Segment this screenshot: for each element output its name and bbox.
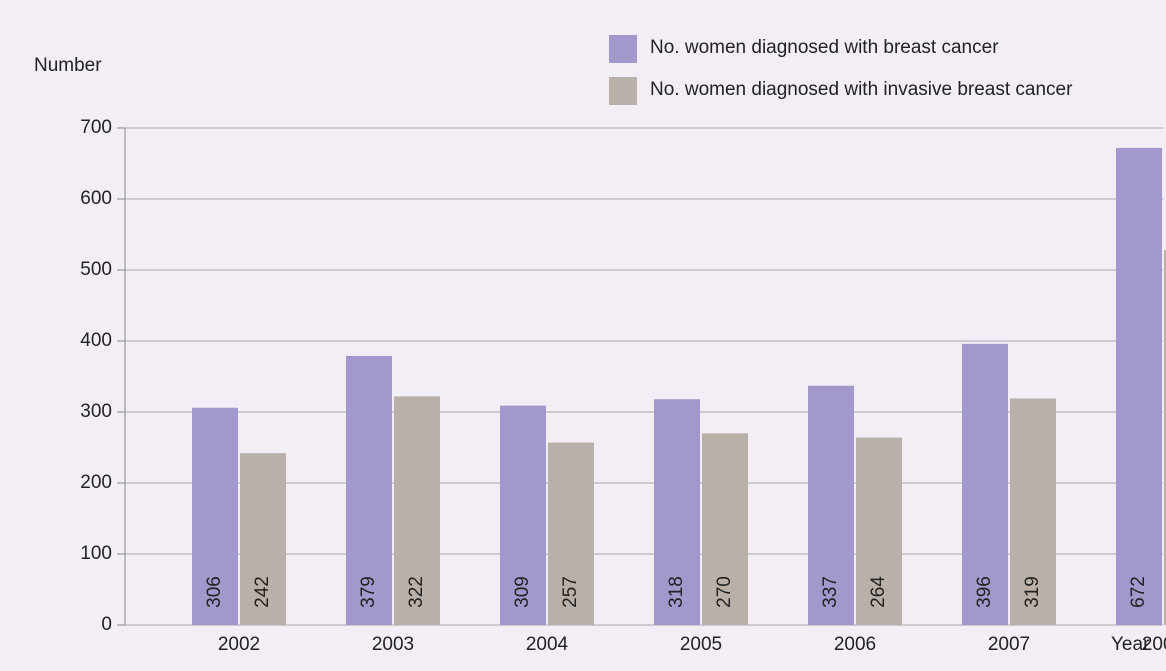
value-label: 322 [406, 576, 427, 608]
bar [1010, 398, 1056, 625]
bar [654, 399, 700, 625]
y-tick-label: 0 [101, 614, 112, 635]
bar [856, 437, 902, 625]
x-tick-label: 2008 [1142, 634, 1166, 655]
value-label: 306 [204, 576, 225, 608]
x-tick-label: 2005 [680, 634, 722, 655]
x-tick-label: 2002 [218, 634, 260, 655]
bar [962, 343, 1008, 625]
value-label: 309 [512, 576, 533, 608]
bar [1116, 147, 1162, 625]
value-label: 242 [252, 576, 273, 608]
y-axis-label: Number [34, 55, 102, 76]
value-label: 337 [820, 576, 841, 608]
value-label: 318 [666, 576, 687, 608]
x-axis-label: Year [1111, 634, 1150, 655]
value-label: 379 [358, 576, 379, 608]
legend-swatch [609, 77, 637, 105]
value-label: 264 [868, 576, 889, 608]
value-label: 396 [974, 576, 995, 608]
legend-label: No. women diagnosed with breast cancer [650, 37, 999, 58]
bar [394, 396, 440, 625]
y-tick-label: 300 [80, 401, 112, 422]
y-tick-label: 700 [80, 117, 112, 138]
bar [808, 385, 854, 625]
bar [548, 442, 594, 625]
y-tick-label: 100 [80, 543, 112, 564]
x-tick-label: 2007 [988, 634, 1030, 655]
legend-label: No. women diagnosed with invasive breast… [650, 79, 1073, 100]
y-tick-label: 500 [80, 259, 112, 280]
value-label: 270 [714, 576, 735, 608]
value-label: 319 [1022, 576, 1043, 608]
x-tick-label: 2006 [834, 634, 876, 655]
value-label: 257 [560, 576, 581, 608]
bar [500, 405, 546, 625]
x-tick-label: 2004 [526, 634, 569, 655]
y-tick-label: 600 [80, 188, 112, 209]
value-label: 672 [1128, 576, 1149, 608]
y-tick-label: 200 [80, 472, 112, 493]
bar [702, 433, 748, 625]
bar [346, 355, 392, 625]
bar [240, 453, 286, 625]
bar [1164, 250, 1166, 625]
bar [192, 407, 238, 625]
x-tick-label: 2003 [372, 634, 414, 655]
y-tick-label: 400 [80, 330, 112, 351]
legend-swatch [609, 35, 637, 63]
